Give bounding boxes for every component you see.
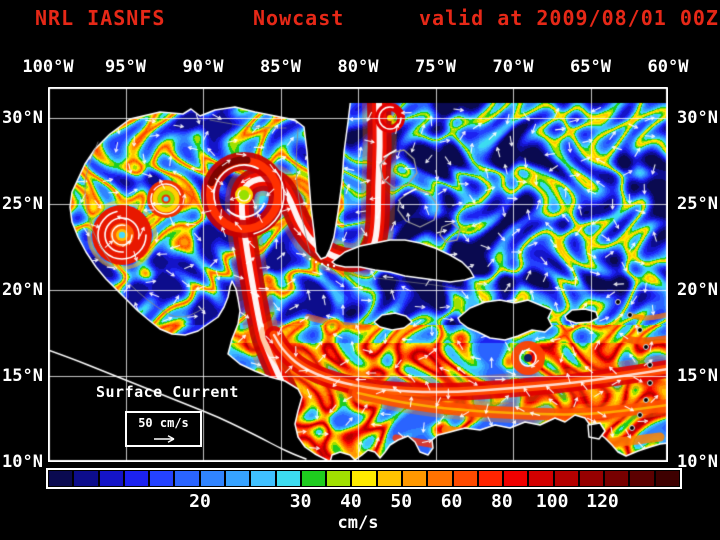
title-product: Nowcast	[253, 6, 345, 30]
colorbar-tick-label: 40	[340, 491, 362, 512]
colorbar-segment	[276, 471, 300, 486]
surface-current-label: Surface Current	[96, 383, 239, 401]
lat-label-right: 10°N	[677, 451, 718, 472]
lon-label: 65°W	[570, 57, 611, 77]
colorbar-segment	[428, 471, 452, 486]
colorbar-segment	[251, 471, 275, 486]
reference-vector-label: 50 cm/s	[138, 416, 189, 430]
colorbar-segment	[49, 471, 73, 486]
lat-label-left: 15°N	[2, 365, 43, 386]
lat-label-left: 25°N	[2, 193, 43, 214]
lat-label-right: 25°N	[677, 193, 718, 214]
colorbar-segment	[301, 471, 326, 486]
title-model: NRL IASNFS	[35, 6, 166, 30]
lat-label-left: 10°N	[2, 451, 43, 472]
lat-label-left: 30°N	[2, 107, 43, 128]
colorbar-segment	[402, 471, 427, 486]
colorbar-segment	[630, 471, 654, 486]
colorbar-segment	[150, 471, 174, 486]
colorbar-tick-label: 80	[491, 491, 513, 512]
lat-label-right: 15°N	[677, 365, 718, 386]
lon-label: 75°W	[415, 57, 456, 77]
colorbar-segment	[579, 471, 604, 486]
reference-arrow-icon	[154, 435, 175, 443]
lon-label: 90°W	[182, 57, 224, 77]
colorbar-segment	[377, 471, 401, 486]
lat-label-left: 20°N	[2, 279, 43, 300]
lon-label: 80°W	[337, 57, 379, 77]
colorbar-segment	[200, 471, 224, 486]
colorbar-segment	[605, 471, 629, 486]
lat-label-right: 30°N	[677, 107, 718, 128]
colorbar-segment	[478, 471, 503, 486]
lon-label: 60°W	[647, 57, 689, 77]
colorbar-segment	[529, 471, 553, 486]
colorbar-tick-label: 50	[390, 491, 413, 512]
colorbar-segment	[352, 471, 376, 486]
colorbar-segment	[175, 471, 199, 486]
lon-label: 95°W	[105, 57, 146, 77]
title-valid-time: valid at 2009/08/01 00Z	[419, 6, 719, 30]
colorbar-segment	[453, 471, 477, 486]
lon-label: 70°W	[492, 57, 534, 77]
colorbar-unit: cm/s	[337, 513, 379, 533]
colorbar-tick-label: 30	[289, 491, 312, 512]
colorbar-tick-label: 20	[189, 491, 211, 512]
colorbar-segment	[554, 471, 578, 486]
colorbar-segment	[99, 471, 123, 486]
colorbar-segment	[74, 471, 98, 486]
lat-label-right: 20°N	[677, 279, 718, 300]
colorbar	[46, 468, 682, 489]
colorbar-segment	[327, 471, 351, 486]
colorbar-segment	[225, 471, 250, 486]
surface-current-map	[48, 87, 668, 462]
reference-vector-box: 50 cm/s	[125, 411, 202, 447]
colorbar-tick-label: 100	[535, 491, 569, 512]
lon-label: 100°W	[22, 57, 74, 77]
colorbar-tick-label: 120	[586, 491, 619, 512]
colorbar-segment	[655, 471, 680, 486]
colorbar-segment	[124, 471, 149, 486]
colorbar-segment	[504, 471, 528, 486]
lon-label: 85°W	[260, 57, 301, 77]
colorbar-tick-label: 60	[440, 491, 463, 512]
